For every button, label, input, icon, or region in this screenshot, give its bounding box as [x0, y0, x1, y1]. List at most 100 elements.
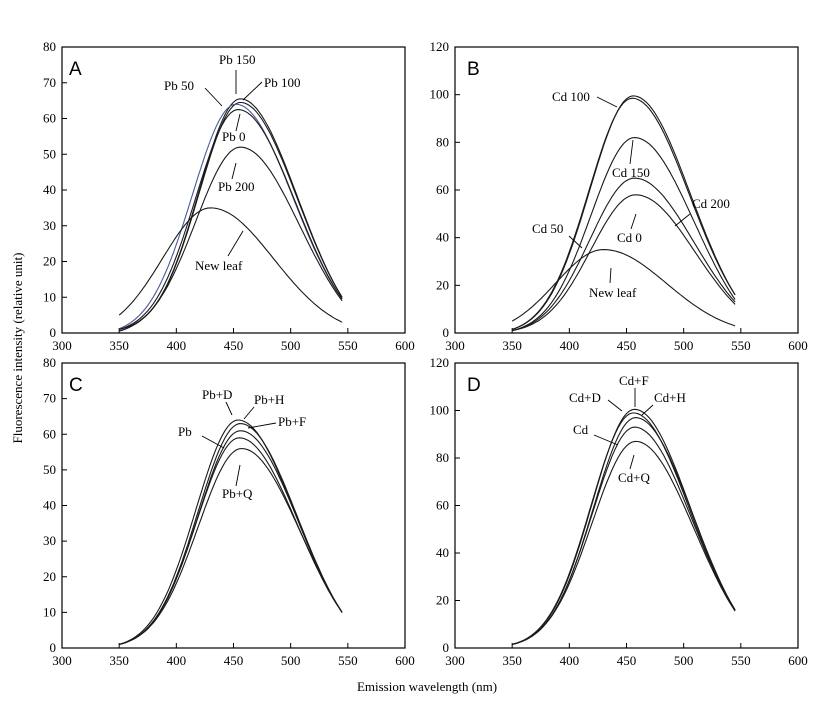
- panel-a-xtick-label: 550: [338, 338, 358, 353]
- annotation-pbd: Pb+D: [202, 387, 232, 402]
- panel-a-ytick-label: 20: [43, 254, 56, 269]
- panel-b-series-cd-200: [512, 177, 736, 332]
- arrow-cdq: [629, 454, 635, 470]
- panel-d-xtick-label: 600: [788, 653, 808, 668]
- arrow-pbq: [235, 464, 241, 487]
- panel-c-ytick-label: 80: [43, 355, 56, 370]
- panel-d-series-cd-d: [512, 412, 736, 645]
- panel-a-letter: A: [69, 59, 82, 80]
- annotation-cd0: Cd 0: [617, 230, 642, 245]
- panel-d-annotations: Cd+F Cd+D Cd+H Cd Cd+Q: [569, 373, 686, 485]
- panel-a-series-pb-50: [118, 103, 343, 330]
- panel-d-xtick-label: 550: [731, 653, 751, 668]
- panel-c-series-pb-f: [119, 430, 343, 645]
- panel-d-ytick-label: 120: [430, 355, 450, 370]
- arrow-cd200: [674, 213, 691, 227]
- panel-c-series-pb: [119, 437, 343, 645]
- panel-d: D 0 20 40 60 80 100 120 300 350 400 450 500 550 600 C…: [430, 355, 808, 668]
- panel-a-xtick-label: 350: [109, 338, 129, 353]
- panel-b-ytick-label: 60: [436, 182, 449, 197]
- annotation-pb200: Pb 200: [218, 179, 254, 194]
- arrow-cdd: [607, 399, 623, 412]
- panel-c-ytick-label: 30: [43, 533, 56, 548]
- panel-a-ytick-label: 60: [43, 111, 56, 126]
- panel-c-xtick-label: 550: [338, 653, 358, 668]
- panel-c-xtick-label: 400: [167, 653, 187, 668]
- panel-b-series-cd-50: [512, 97, 736, 330]
- arrow-pbh: [243, 406, 255, 420]
- y-axis-title: Fluorescence intensity (relative unit): [10, 253, 25, 444]
- panel-c-ytick-label: 60: [43, 426, 56, 441]
- panel-a-series-new-leaf: [118, 207, 343, 323]
- panel-b-series-cd-0: [512, 194, 736, 332]
- panel-a-xtick-label: 400: [167, 338, 187, 353]
- panel-b-ytick-label: 20: [436, 277, 449, 292]
- annotation-newleaf-a: New leaf: [195, 258, 243, 273]
- panel-b-ytick-label: 0: [443, 325, 450, 340]
- panel-a-series-pb-0: [119, 109, 343, 330]
- annotation-pb100: Pb 100: [264, 75, 300, 90]
- panel-b-curves: [511, 95, 736, 332]
- panel-b-ytick-label: 100: [430, 87, 450, 102]
- panel-c-xtick-label: 500: [281, 653, 301, 668]
- panel-d-ytick-label: 40: [436, 545, 449, 560]
- panel-d-letter: D: [467, 375, 481, 396]
- panel-b-ytick-label: 40: [436, 230, 449, 245]
- arrow-newleaf-b: [609, 267, 612, 284]
- panel-b-xtick-label: 300: [445, 338, 465, 353]
- arrow-cd150: [629, 139, 634, 165]
- panel-d-series-cd-h: [512, 417, 736, 645]
- panel-b-letter: B: [467, 59, 480, 80]
- panel-a-ytick-label: 30: [43, 218, 56, 233]
- panel-b-ytick-label: 80: [436, 134, 449, 149]
- panel-b-annotations: Cd 100 Cd 150 Cd 200 Cd 50 Cd 0 New leaf: [532, 89, 730, 300]
- panel-a: A 0 10 20 30 40 50 60 70 80 300 350 400 450 500 550 600…: [43, 39, 415, 353]
- panel-d-xtick-label: 350: [502, 653, 522, 668]
- panel-b-xtick-label: 600: [788, 338, 808, 353]
- panel-c-xtick-label: 600: [395, 653, 415, 668]
- panel-c-letter: C: [69, 375, 83, 396]
- annotation-cdh: Cd+H: [654, 390, 686, 405]
- panel-c-series-pb-h: [119, 423, 343, 645]
- panel-c-xtick-label: 300: [52, 653, 72, 668]
- arrow-pb0: [235, 113, 241, 132]
- panel-c-ytick-label: 70: [43, 391, 56, 406]
- panel-a-curves: [118, 98, 343, 332]
- panel-b-xtick-label: 350: [502, 338, 522, 353]
- panel-c-ytick-label: 40: [43, 498, 56, 513]
- arrow-cd100: [596, 96, 618, 108]
- panel-a-xtick-label: 450: [224, 338, 244, 353]
- panel-b-series-cd-150: [512, 137, 736, 332]
- arrow-newleaf-a: [227, 230, 244, 257]
- arrow-cd50: [568, 235, 583, 249]
- panel-a-ytick-label: 0: [50, 325, 57, 340]
- panel-a-ytick-label: 10: [43, 289, 56, 304]
- panel-d-ticks: 0 20 40 60 80 100 120 300 350 400 450 500 550 600: [430, 355, 808, 668]
- panel-d-ytick-label: 20: [436, 593, 449, 608]
- panel-b: B 0 20 40 60 80 100 120 300 350 400 450 500 550 600 C…: [430, 39, 808, 353]
- annotation-pbf: Pb+F: [278, 414, 306, 429]
- panel-d-frame: [454, 362, 799, 649]
- panel-d-ytick-label: 60: [436, 498, 449, 513]
- panel-d-ytick-label: 80: [436, 450, 449, 465]
- panel-d-ytick-label: 0: [443, 640, 450, 655]
- annotation-cd100: Cd 100: [552, 89, 590, 104]
- annotation-cd200: Cd 200: [692, 196, 730, 211]
- annotation-cdd: Cd+D: [569, 390, 601, 405]
- panel-b-series-cd-100: [512, 95, 736, 330]
- panel-c-frame: [61, 362, 406, 649]
- panel-b-ytick-label: 120: [430, 39, 450, 54]
- arrow-pb100: [242, 81, 263, 101]
- panel-c-ytick-label: 0: [50, 640, 57, 655]
- panel-b-xtick-label: 550: [731, 338, 751, 353]
- panel-b-ticks: 0 20 40 60 80 100 120 300 350 400 450 500 550 600: [430, 39, 808, 353]
- panel-d-curves: [512, 408, 736, 645]
- arrow-pbf: [247, 422, 277, 429]
- annotation-newleaf-b: New leaf: [589, 285, 637, 300]
- panel-c-ytick-label: 20: [43, 569, 56, 584]
- panel-c-annotations: Pb+D Pb+H Pb+F Pb Pb+Q: [178, 387, 306, 501]
- panel-a-xtick-label: 300: [52, 338, 72, 353]
- panel-c-ytick-label: 10: [43, 604, 56, 619]
- x-axis-title: Emission wavelength (nm): [357, 679, 497, 694]
- arrow-pbd: [225, 401, 233, 416]
